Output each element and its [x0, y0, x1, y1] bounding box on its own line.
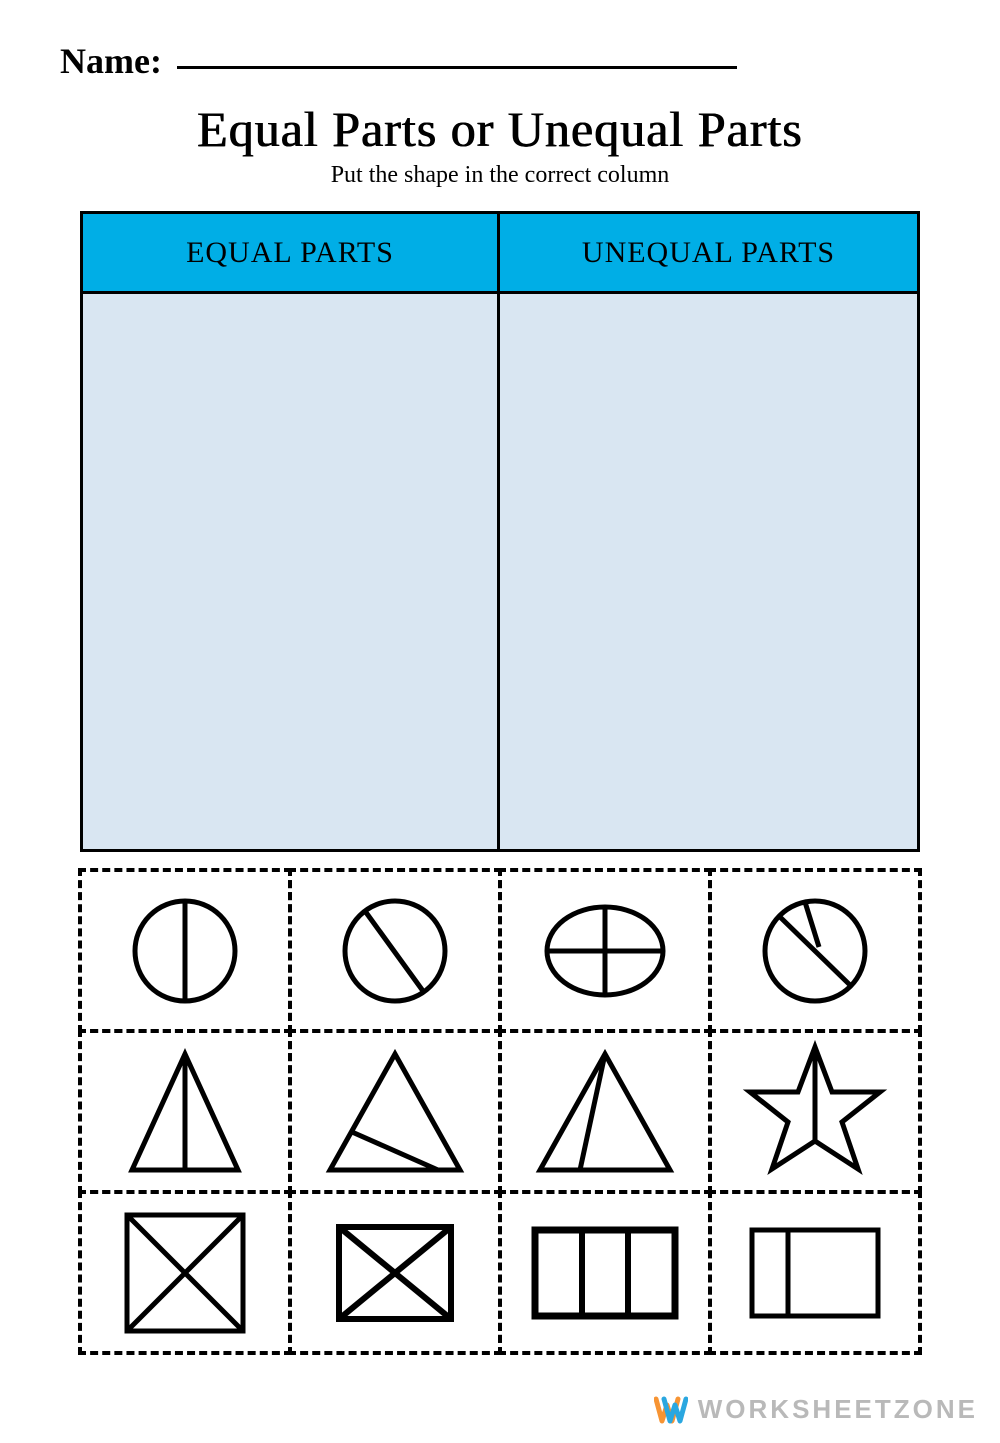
shape-triangle-off-center[interactable] — [498, 1029, 712, 1194]
equal-column: EQUAL PARTS — [83, 214, 500, 849]
shape-triangle-slant-cut[interactable] — [288, 1029, 502, 1194]
equal-column-header: EQUAL PARTS — [83, 214, 497, 294]
shape-circle-quarters[interactable] — [498, 868, 712, 1033]
unequal-column-header: UNEQUAL PARTS — [500, 214, 917, 294]
shape-square-x-diagonals[interactable] — [78, 1190, 292, 1355]
name-blank-line[interactable] — [177, 66, 737, 69]
name-label: Name: — [60, 41, 162, 81]
watermark-logo-icon — [654, 1395, 688, 1425]
shape-triangle-half-vertical[interactable] — [78, 1029, 292, 1194]
sort-table: EQUAL PARTS UNEQUAL PARTS — [80, 211, 920, 852]
shape-circle-chord-diagonal[interactable] — [288, 868, 502, 1033]
shape-circle-half-vertical[interactable] — [78, 868, 292, 1033]
worksheet-subtitle: Put the shape in the correct column — [50, 162, 950, 189]
worksheet-title: Equal Parts or Unequal Parts — [50, 100, 950, 158]
watermark: WORKSHEETZONE — [654, 1394, 978, 1425]
shape-rectangle-x-diagonals[interactable] — [288, 1190, 502, 1355]
unequal-drop-zone[interactable] — [500, 294, 917, 849]
shapes-grid — [80, 870, 920, 1353]
worksheet-page: Name: Equal Parts or Unequal Parts Put t… — [0, 0, 1000, 1353]
unequal-column: UNEQUAL PARTS — [500, 214, 917, 849]
shape-rectangle-offset-split[interactable] — [708, 1190, 922, 1355]
name-row: Name: — [60, 40, 950, 82]
watermark-text: WORKSHEETZONE — [698, 1394, 978, 1425]
shape-rectangle-thirds[interactable] — [498, 1190, 712, 1355]
equal-drop-zone[interactable] — [83, 294, 497, 849]
shape-circle-three-unequal[interactable] — [708, 868, 922, 1033]
shape-star-half-vertical[interactable] — [708, 1029, 922, 1194]
